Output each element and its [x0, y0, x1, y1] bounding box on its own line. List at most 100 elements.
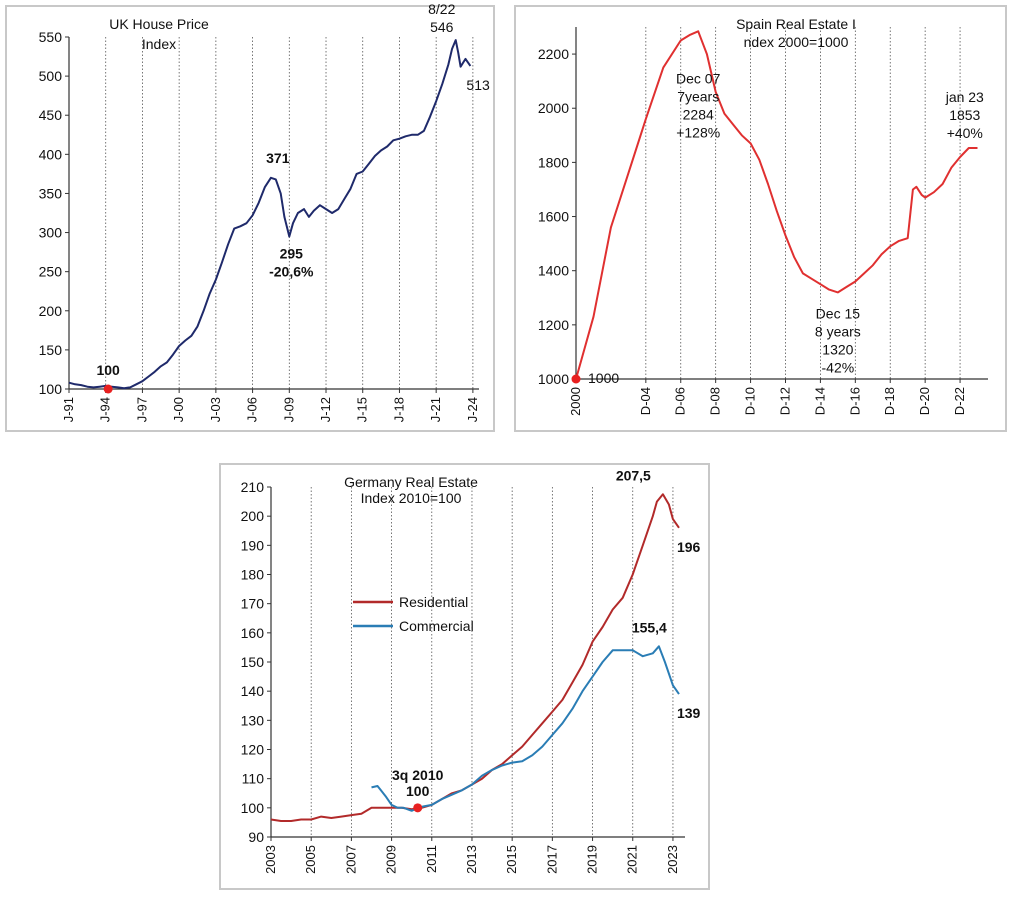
chart-title: Index 2010=100: [361, 490, 462, 506]
annotation-label: Dec 15: [816, 305, 861, 321]
annotation-label: 1320: [822, 341, 853, 357]
annotation-label: 295: [280, 245, 304, 261]
annotation-label: -42%: [822, 359, 855, 375]
x-tick-label: J-12: [318, 397, 333, 422]
annotation-label: 155,4: [632, 619, 667, 635]
annotation-label: 8 years: [815, 323, 861, 339]
series-line-main: [68, 39, 472, 390]
y-tick-label: 350: [39, 185, 63, 201]
x-tick-label: J-91: [61, 397, 76, 422]
germany-real-estate-chart: 2003 2005 2007 2009 2011 2013 2015 2017 2019 2021…: [219, 463, 710, 890]
x-tick-label: 2011: [424, 845, 439, 873]
highlight-marker: [413, 803, 423, 813]
y-tick-label: 2200: [538, 46, 569, 62]
uk-chart-svg: J-91 J-94 J-97 J-00 J-03 J-06 J-09 J-12 J-15 J-18…: [39, 1, 490, 422]
y-tick-label: 150: [241, 654, 265, 670]
x-tick-label: 2009: [384, 845, 399, 874]
x-tick-label: D-06: [673, 387, 688, 415]
annotation-label: 7years: [677, 88, 719, 104]
legend-label: Commercial: [399, 618, 474, 634]
x-tick-label: J-00: [171, 397, 186, 422]
y-tick-label: 120: [241, 742, 265, 758]
annotation-label: jan 23: [945, 89, 984, 105]
x-tick-label: J-03: [208, 397, 223, 422]
chart-title: Germany Real Estate: [344, 474, 478, 490]
y-tick-label: 130: [241, 712, 265, 728]
annotation-label: 8/22: [428, 1, 455, 17]
x-tick-label: 2015: [504, 845, 519, 874]
x-tick-label: D-16: [847, 387, 862, 415]
annotation-label: 3q 2010: [392, 767, 444, 783]
x-tick-label: J-24: [465, 397, 480, 422]
x-tick-label: 2007: [343, 845, 358, 874]
spain-chart-svg: 2000 D-04 D-06 D-08 D-10 D-12 D-14 D-16 D-18 D-20…: [538, 16, 988, 416]
x-tick-label: J-18: [391, 397, 406, 422]
y-tick-label: 170: [241, 596, 265, 612]
y-tick-label: 1200: [538, 317, 569, 333]
x-tick-label: 2013: [464, 845, 479, 874]
chart-title: ndex 2000=1000: [744, 34, 849, 50]
uk-house-price-chart: J-91 J-94 J-97 J-00 J-03 J-06 J-09 J-12 J-15 J-18…: [5, 1, 495, 432]
x-tick-label: J-06: [245, 397, 260, 422]
x-tick-label: 2005: [303, 845, 318, 874]
x-tick-label: D-14: [812, 387, 827, 415]
spain-real-estate-chart: 2000 D-04 D-06 D-08 D-10 D-12 D-14 D-16 D-18 D-20…: [514, 5, 1007, 432]
x-tick-label: J-15: [355, 397, 370, 422]
legend-label: Residential: [399, 594, 468, 610]
annotation-label: 100: [406, 783, 430, 799]
y-tick-label: 2000: [538, 100, 569, 116]
y-tick-label: 500: [39, 68, 63, 84]
chart-title: UK House Price: [109, 16, 209, 32]
x-tick-label: J-21: [428, 397, 443, 422]
x-tick-label: J-97: [134, 397, 149, 422]
chart-title: Spain Real Estate I: [736, 16, 856, 32]
germany-chart-svg: 2003 2005 2007 2009 2011 2013 2015 2017 2019 2021…: [241, 467, 701, 874]
x-tick-label: 2019: [585, 845, 600, 874]
chart-title: Index: [142, 36, 176, 52]
annotation-label: 1000: [588, 370, 619, 386]
annotation-label: 371: [266, 150, 290, 166]
series-line-residential: [270, 493, 680, 822]
annotation-label: 139: [677, 705, 701, 721]
y-tick-label: 1800: [538, 154, 569, 170]
x-tick-label: D-20: [917, 387, 932, 415]
y-tick-label: 140: [241, 683, 265, 699]
y-tick-label: 250: [39, 264, 63, 280]
x-tick-label: 2023: [665, 845, 680, 874]
annotation-label: +40%: [947, 125, 983, 141]
annotation-label: 1853: [949, 107, 980, 123]
annotation-label: 513: [466, 77, 490, 93]
y-tick-label: 150: [39, 342, 63, 358]
annotation-label: 100: [96, 362, 120, 378]
y-tick-label: 200: [241, 508, 265, 524]
y-tick-label: 160: [241, 625, 265, 641]
x-tick-label: D-10: [743, 387, 758, 415]
annotation-label: 196: [677, 539, 701, 555]
y-tick-label: 180: [241, 567, 265, 583]
y-tick-label: 90: [248, 829, 264, 845]
y-tick-label: 210: [241, 479, 265, 495]
annotation-label: 2284: [683, 106, 714, 122]
y-tick-label: 110: [242, 771, 265, 787]
y-tick-label: 1600: [538, 209, 569, 225]
x-tick-label: 2003: [263, 845, 278, 874]
y-tick-label: 550: [39, 29, 63, 45]
y-tick-label: 100: [241, 800, 265, 816]
x-tick-label: D-18: [882, 387, 897, 415]
y-tick-label: 200: [39, 303, 63, 319]
x-tick-label: D-04: [638, 387, 653, 415]
highlight-marker: [571, 374, 581, 384]
annotation-label: +128%: [676, 124, 720, 140]
highlight-marker: [103, 384, 113, 394]
x-tick-label: 2000: [568, 387, 583, 416]
y-tick-label: 400: [39, 146, 63, 162]
series-line-main: [575, 30, 978, 380]
x-tick-label: D-08: [708, 387, 723, 415]
annotation-label: -20,6%: [269, 263, 314, 279]
y-tick-label: 100: [39, 381, 63, 397]
annotation-label: 207,5: [616, 467, 651, 483]
annotation-label: Dec 07: [676, 70, 721, 86]
x-tick-label: J-09: [281, 397, 296, 422]
x-tick-label: 2017: [544, 845, 559, 874]
x-tick-label: D-22: [952, 387, 967, 415]
